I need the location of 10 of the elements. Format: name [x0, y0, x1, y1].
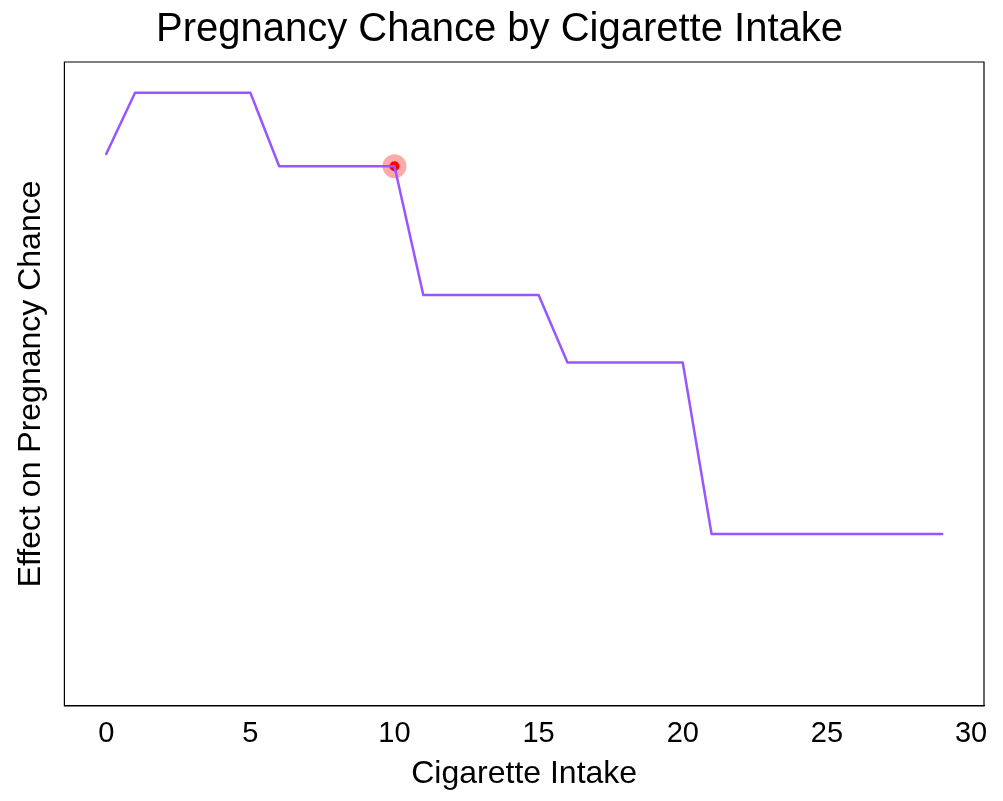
x-tick-label: 15 [522, 716, 555, 749]
x-tick-label: 10 [378, 716, 411, 749]
y-axis-title: Effect on Pregnancy Chance [11, 180, 48, 588]
x-tick-label: 25 [810, 716, 844, 749]
x-tick-label: 20 [666, 716, 699, 749]
x-axis-title: Cigarette Intake [411, 753, 638, 790]
x-tick-label: 30 [954, 716, 988, 749]
chart-title: Pregnancy Chance by Cigarette Intake [155, 5, 844, 50]
x-tick-label: 0 [98, 716, 115, 749]
x-tick-label: 5 [242, 716, 259, 749]
